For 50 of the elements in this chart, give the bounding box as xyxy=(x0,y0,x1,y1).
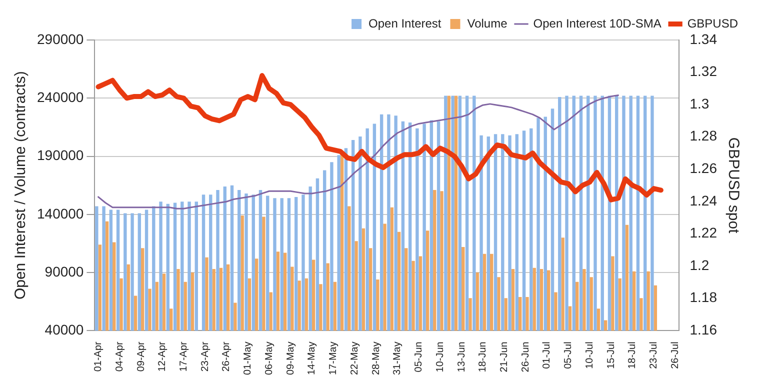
y-tick-label: 190000 xyxy=(37,147,84,164)
y-tick-label: 40000 xyxy=(44,322,84,338)
x-tick-label: 10-Jul xyxy=(584,342,596,369)
y2-tick-label: 1.28 xyxy=(690,128,718,144)
x-tick-label: 28-May xyxy=(370,342,382,376)
x-tick-label: 14-May xyxy=(306,342,318,376)
x-tick-label: 06-May xyxy=(264,342,275,376)
x-tick-label: 01-May xyxy=(242,342,254,376)
x-tick-label: 26-Jun xyxy=(520,342,532,372)
x-tick-label: 21-Jun xyxy=(499,342,510,372)
x-tick-label: 31-May xyxy=(392,342,404,376)
x-tick-label: 05-Jul xyxy=(563,342,574,369)
x-tick-label: 12-Apr xyxy=(157,340,168,372)
x-tick-label: 23-Jul xyxy=(648,342,660,369)
x-tick-label: 10-Jun xyxy=(434,342,446,372)
y2-tick-label: 1.16 xyxy=(690,322,718,338)
x-tick-label: 17-May xyxy=(328,342,340,376)
y2-tick-label: 1.34 xyxy=(690,30,718,47)
y2-tick-label: 1.18 xyxy=(690,289,718,306)
x-tick-label: 09-May xyxy=(285,342,296,376)
x-tick-label: 05-Jun xyxy=(414,342,425,372)
y2-axis-title: GBPUSD spot xyxy=(724,137,742,234)
y2-tick-label: 1.32 xyxy=(690,63,718,80)
x-tick-label: 18-Jun xyxy=(478,342,489,372)
y-axis-title: Open Interest / Volume (contracts) xyxy=(12,71,30,300)
x-tick-label: 15-Jul xyxy=(606,342,617,369)
y-tick-label: 240000 xyxy=(37,88,84,105)
y-tick-label: 290000 xyxy=(37,30,84,47)
y2-tick-label: 1.2 xyxy=(690,256,710,273)
x-tick-label: 23-Apr xyxy=(200,340,211,372)
y-tick-label: 140000 xyxy=(37,205,84,222)
x-tick-label: 26-Apr xyxy=(221,340,232,372)
legend-label: GBPUSD xyxy=(687,16,738,30)
x-tick-label: 13-Jun xyxy=(456,342,468,372)
x-tick-label: 17-Apr xyxy=(178,340,190,372)
x-tick-label: 01-Apr xyxy=(93,340,104,372)
x-tick-label: 01-Jul xyxy=(542,342,553,369)
legend-label: Open Interest 10D-SMA xyxy=(533,16,662,30)
y2-tick-label: 1.22 xyxy=(690,224,718,241)
x-tick-label: 22-May xyxy=(349,342,360,376)
x-tick-label: 04-Apr xyxy=(114,340,126,372)
y-tick-label: 90000 xyxy=(44,263,84,280)
legend-label: Open Interest xyxy=(368,16,442,30)
y2-tick-label: 1.3 xyxy=(690,95,710,112)
x-tick-label: 26-Jul xyxy=(670,342,681,369)
legend-label: Volume xyxy=(467,16,508,30)
y2-tick-label: 1.24 xyxy=(690,192,718,208)
y2-tick-label: 1.26 xyxy=(690,160,718,176)
x-tick-label: 18-Jul xyxy=(627,342,638,369)
x-tick-label: 09-Apr xyxy=(136,340,147,372)
